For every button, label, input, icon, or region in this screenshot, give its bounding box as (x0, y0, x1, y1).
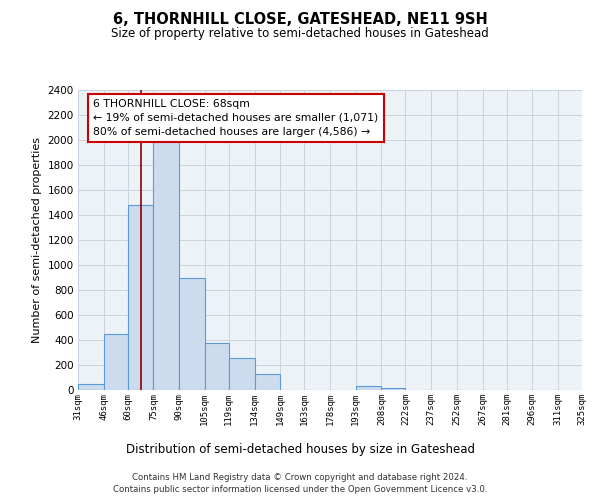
Text: Contains public sector information licensed under the Open Government Licence v3: Contains public sector information licen… (113, 485, 487, 494)
Text: 6 THORNHILL CLOSE: 68sqm
← 19% of semi-detached houses are smaller (1,071)
80% o: 6 THORNHILL CLOSE: 68sqm ← 19% of semi-d… (93, 99, 379, 137)
Text: 6, THORNHILL CLOSE, GATESHEAD, NE11 9SH: 6, THORNHILL CLOSE, GATESHEAD, NE11 9SH (113, 12, 487, 28)
Bar (205, 343, 229, 390)
Bar (179, 278, 205, 390)
Bar (78, 384, 104, 390)
Text: Distribution of semi-detached houses by size in Gateshead: Distribution of semi-detached houses by … (125, 442, 475, 456)
Y-axis label: Number of semi-detached properties: Number of semi-detached properties (32, 137, 42, 343)
Bar (154, 140, 179, 390)
Text: Contains HM Land Registry data © Crown copyright and database right 2024.: Contains HM Land Registry data © Crown c… (132, 472, 468, 482)
Bar (229, 358, 254, 390)
Bar (104, 334, 128, 390)
Bar (382, 388, 406, 390)
Text: Size of property relative to semi-detached houses in Gateshead: Size of property relative to semi-detach… (111, 28, 489, 40)
Bar (356, 386, 382, 390)
Bar (128, 205, 154, 390)
Bar (254, 374, 280, 390)
